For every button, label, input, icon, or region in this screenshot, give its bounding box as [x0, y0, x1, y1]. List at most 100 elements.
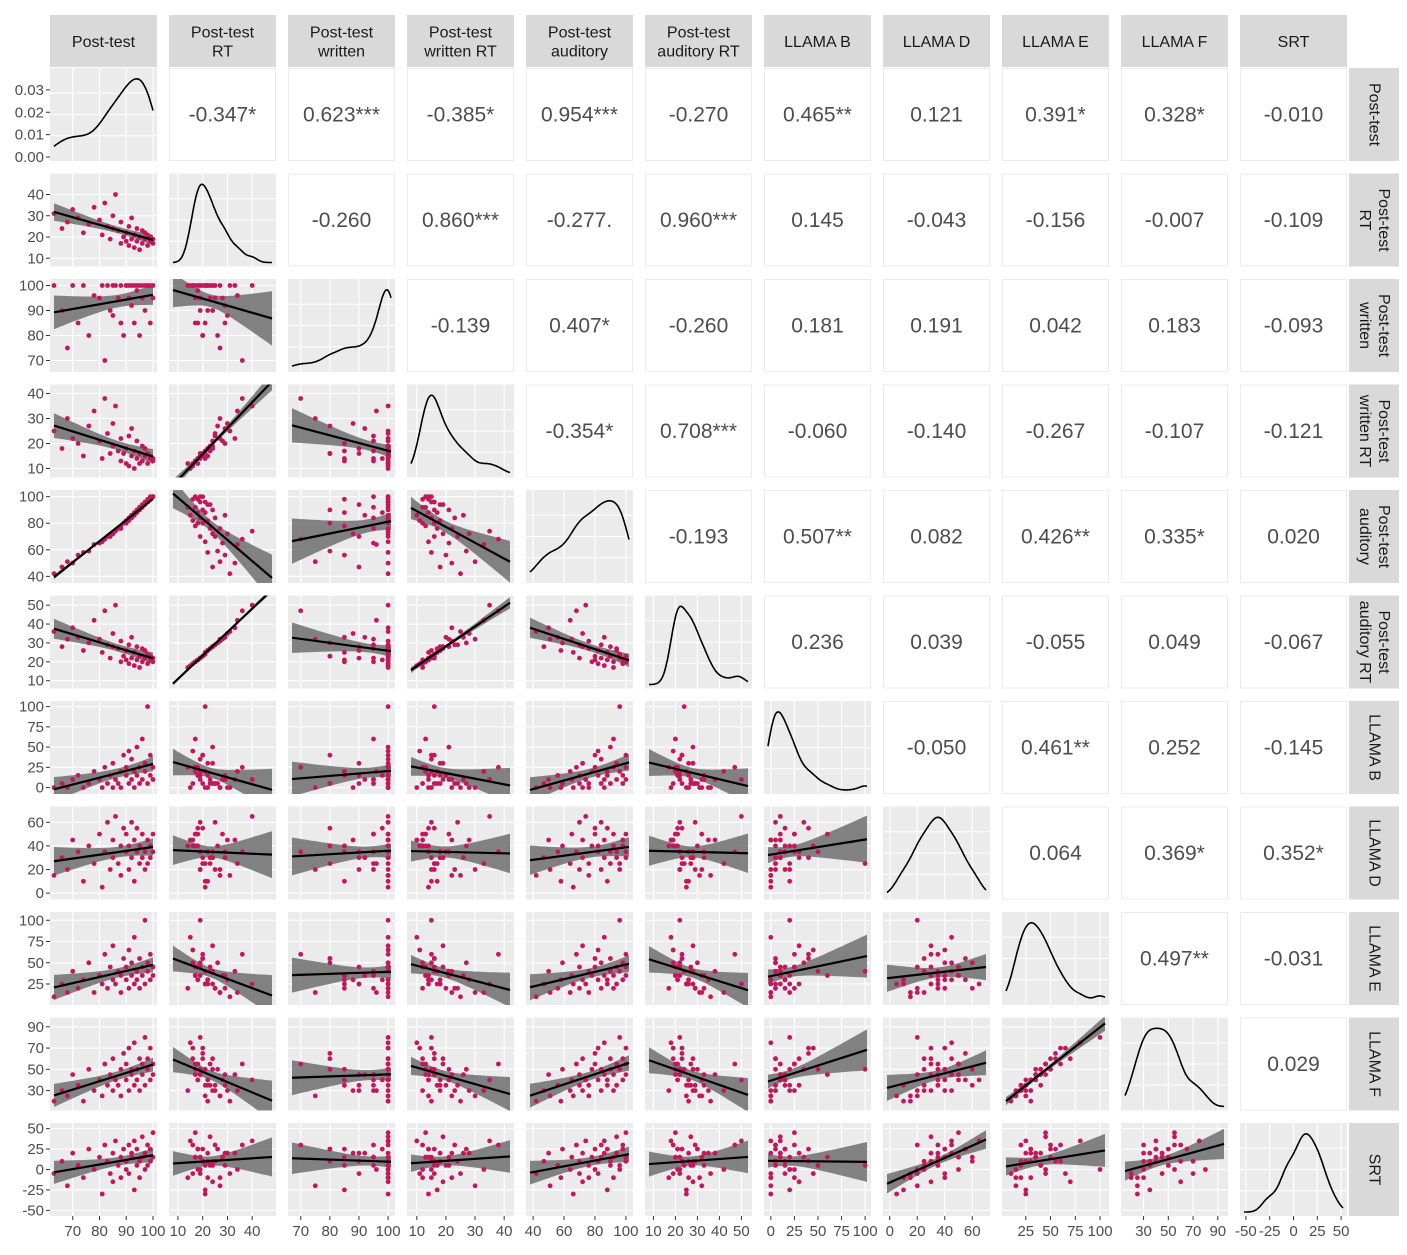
data-point [695, 843, 700, 849]
data-point [695, 1066, 700, 1072]
correlation-panel [1002, 595, 1109, 689]
data-point [935, 1061, 941, 1067]
row-strip-label: Post-test [1375, 505, 1392, 569]
panel-content [767, 1029, 868, 1104]
data-point [1028, 1175, 1034, 1181]
y-tick-label: 40 [27, 616, 44, 633]
panel-post-test-auditory-vs-post-test-written [288, 490, 395, 583]
data-point [942, 977, 948, 983]
data-point [195, 843, 201, 849]
data-point [1023, 1088, 1029, 1093]
regression-line [53, 497, 154, 579]
data-point [1153, 1146, 1159, 1152]
data-point [792, 1167, 797, 1172]
data-point [131, 837, 137, 843]
data-point [371, 659, 376, 665]
data-point [928, 1150, 934, 1156]
data-point [99, 232, 105, 238]
y-tick-label: 25 [27, 1141, 44, 1158]
data-point [787, 990, 793, 995]
data-point [586, 1082, 592, 1088]
panel-llama-f-vs-srt: 0.029 [1240, 1017, 1347, 1111]
data-point [598, 985, 604, 991]
correlation-value: 0.461** [1021, 737, 1090, 760]
data-point [142, 1082, 148, 1088]
data-point [437, 773, 443, 778]
confidence-ribbon [54, 756, 153, 794]
regression-line [410, 1064, 511, 1096]
confidence-ribbon [54, 203, 153, 246]
data-point [371, 861, 376, 866]
data-point [580, 1179, 585, 1185]
data-point [147, 320, 153, 326]
data-point [437, 1082, 443, 1088]
data-point [195, 320, 201, 326]
x-tick-label: 100 [376, 1223, 401, 1240]
strip-background [1121, 15, 1228, 67]
data-point [1165, 1146, 1171, 1152]
y-tick-label: 20 [27, 229, 44, 246]
data-point [472, 1093, 478, 1099]
x-tick-label: 10 [170, 1223, 187, 1240]
data-point [686, 773, 691, 778]
panel-llama-f-vs-llama-f [1121, 1017, 1228, 1111]
panel-llama-f-vs-llama-d [883, 1017, 990, 1111]
data-point [129, 855, 135, 861]
data-point [81, 785, 86, 790]
data-point [617, 917, 623, 923]
panel-content [291, 1035, 392, 1104]
data-point [787, 1035, 793, 1040]
data-point [298, 1142, 304, 1148]
data-point [215, 960, 221, 966]
x-tick-label: 50 [810, 1223, 827, 1240]
data-point [385, 1056, 391, 1062]
x-tick-label: 40 [496, 1223, 513, 1240]
density-curve [529, 499, 630, 573]
regression-line [53, 424, 154, 458]
data-point [1097, 1035, 1103, 1040]
data-point [446, 1163, 452, 1168]
x-axis-llama-b: 0 25 50 75 100 [767, 1216, 878, 1240]
data-point [97, 217, 102, 223]
data-point [567, 769, 573, 774]
correlation-value: -0.140 [907, 420, 967, 443]
data-point [1023, 1077, 1029, 1083]
data-point [608, 956, 613, 961]
data-point [604, 825, 610, 831]
data-point [414, 1138, 420, 1144]
panel-post-test-vs-llama-e: 0.391* [1002, 68, 1109, 161]
data-point [956, 973, 961, 978]
y-tick-label: 10 [27, 461, 44, 478]
panel-llama-f-vs-post-test-written-rt [407, 1017, 514, 1111]
data-point [901, 981, 906, 987]
data-point [105, 781, 110, 786]
data-point [385, 704, 391, 709]
data-point [429, 1175, 434, 1181]
data-point [706, 1088, 711, 1093]
panel-llama-f-vs-post-test-written [288, 1017, 395, 1111]
data-point [601, 973, 607, 978]
data-point [431, 861, 437, 866]
data-point [431, 781, 437, 786]
data-point [126, 1045, 132, 1051]
x-tick-label: 50 [1160, 1223, 1177, 1240]
data-point [670, 1056, 676, 1062]
row-strip-label: Post-test [1375, 610, 1392, 674]
data-point [385, 964, 391, 970]
data-point [70, 777, 76, 782]
data-point [118, 526, 124, 531]
data-point [145, 861, 151, 866]
data-point [379, 657, 385, 663]
data-point [215, 1066, 221, 1072]
data-point [670, 1045, 676, 1051]
panel-post-test-vs-srt: -0.010 [1240, 68, 1347, 161]
data-point [598, 1142, 604, 1148]
data-point [212, 867, 218, 872]
strip-background [1349, 1017, 1399, 1111]
data-point [429, 819, 434, 825]
x-tick-label: 100 [853, 1223, 878, 1240]
data-point [620, 1146, 626, 1152]
data-point [123, 1167, 129, 1172]
data-point [210, 1163, 216, 1168]
